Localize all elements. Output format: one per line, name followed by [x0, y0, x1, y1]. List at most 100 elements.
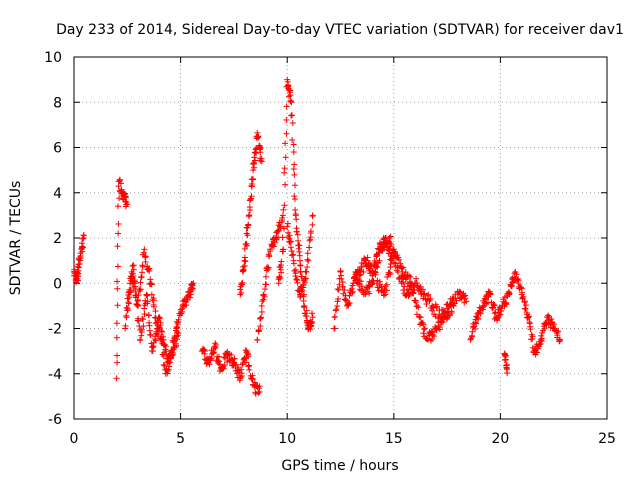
data-point-plus — [293, 276, 300, 283]
data-point-plus — [292, 211, 299, 218]
data-point-plus — [279, 214, 286, 221]
data-point-plus — [557, 336, 564, 343]
data-point-plus — [232, 362, 239, 369]
data-point-plus — [241, 245, 248, 252]
data-point-plus — [279, 212, 286, 219]
data-point-plus — [428, 328, 435, 335]
data-point-plus — [133, 291, 140, 298]
data-point-plus — [288, 112, 295, 119]
data-point-plus — [281, 165, 288, 172]
data-point-plus — [239, 280, 246, 287]
data-point-plus — [513, 271, 520, 278]
data-point-plus — [391, 249, 398, 256]
data-point-plus — [433, 327, 440, 334]
data-point-plus — [521, 298, 528, 305]
data-point-plus — [278, 258, 285, 265]
data-point-plus — [456, 288, 463, 295]
data-point-plus — [241, 254, 248, 261]
data-point-plus — [533, 349, 540, 356]
data-point-plus — [116, 195, 123, 202]
y-tick-label: -6 — [48, 412, 62, 428]
data-point-plus — [190, 280, 197, 287]
data-point-plus — [156, 314, 163, 321]
data-point-plus — [255, 327, 262, 334]
data-point-plus — [415, 304, 422, 311]
data-point-plus — [212, 344, 219, 351]
data-point-plus — [341, 286, 348, 293]
data-point-plus — [453, 297, 460, 304]
data-point-plus — [292, 266, 299, 273]
data-point-plus — [520, 293, 527, 300]
data-point-plus — [293, 216, 300, 223]
data-point-plus — [288, 99, 295, 106]
data-point-plus — [130, 266, 137, 273]
data-point-plus — [138, 274, 145, 281]
data-point-plus — [281, 202, 288, 209]
data-point-plus — [407, 274, 414, 281]
data-point-plus — [287, 238, 294, 245]
data-point-plus — [130, 284, 137, 291]
data-point-plus — [462, 292, 469, 299]
data-point-plus — [142, 258, 149, 265]
data-point-plus — [503, 366, 510, 373]
data-point-plus — [140, 316, 147, 323]
data-point-plus — [424, 336, 431, 343]
data-point-plus — [228, 351, 235, 358]
data-point-plus — [383, 281, 390, 288]
data-point-plus — [292, 206, 299, 213]
data-point-plus — [161, 349, 168, 356]
data-point-plus — [441, 310, 448, 317]
data-point-plus — [164, 359, 171, 366]
data-point-plus — [143, 291, 150, 298]
data-point-plus — [221, 362, 228, 369]
data-point-plus — [148, 281, 155, 288]
data-point-plus — [413, 302, 420, 309]
data-point-plus — [249, 375, 256, 382]
data-point-plus — [160, 336, 167, 343]
data-point-plus — [247, 196, 254, 203]
data-point-plus — [127, 287, 134, 294]
data-point-plus — [503, 301, 510, 308]
data-point-plus — [538, 332, 545, 339]
data-point-plus — [170, 351, 177, 358]
y-tick-label: 6 — [53, 141, 62, 157]
data-point-plus — [306, 237, 313, 244]
data-point-plus — [241, 262, 248, 269]
data-point-plus — [286, 93, 293, 100]
data-point-plus — [305, 257, 312, 264]
data-point-plus — [335, 286, 342, 293]
data-point-plus — [256, 383, 263, 390]
data-point-plus — [129, 270, 136, 277]
data-point-plus — [382, 291, 389, 298]
data-point-plus — [113, 375, 120, 382]
data-point-plus — [366, 259, 373, 266]
data-point-plus — [383, 287, 390, 294]
data-point-plus — [262, 273, 269, 280]
data-point-plus — [436, 324, 443, 331]
data-point-plus — [79, 244, 86, 251]
data-point-plus — [345, 301, 352, 308]
data-point-plus — [331, 325, 338, 332]
data-point-plus — [410, 289, 417, 296]
data-point-plus — [279, 246, 286, 253]
data-point-plus — [187, 291, 194, 298]
data-point-plus — [124, 295, 131, 302]
data-point-plus — [374, 264, 381, 271]
data-point-plus — [285, 82, 292, 89]
data-point-plus — [449, 301, 456, 308]
data-point-plus — [266, 252, 273, 259]
data-point-plus — [413, 275, 420, 282]
data-point-plus — [201, 350, 208, 357]
data-point-plus — [309, 221, 316, 228]
data-point-plus — [145, 312, 152, 319]
data-point-plus — [113, 334, 120, 341]
data-point-plus — [292, 273, 299, 280]
data-point-plus — [283, 130, 290, 137]
data-point-plus — [331, 313, 338, 320]
data-point-plus — [361, 289, 368, 296]
data-point-plus — [293, 228, 300, 235]
data-point-plus — [281, 169, 288, 176]
data-point-plus — [538, 335, 545, 342]
data-point-plus — [157, 322, 164, 329]
